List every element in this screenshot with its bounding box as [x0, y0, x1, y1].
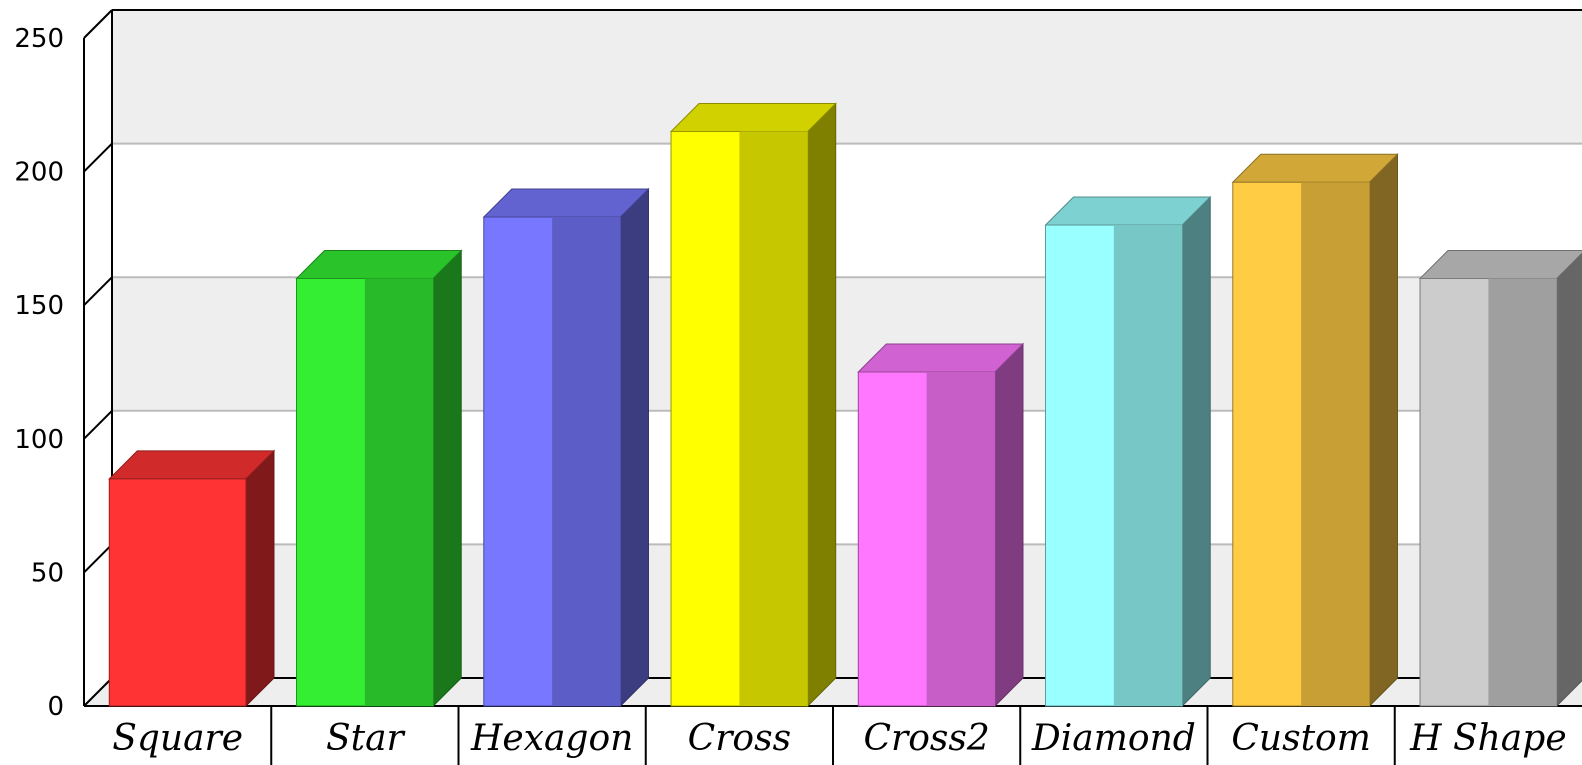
- bar-diamond: [1044, 195, 1212, 708]
- x-tick-label: Star: [326, 718, 406, 759]
- plot-background: [84, 10, 1582, 706]
- background-band: [112, 10, 1582, 144]
- y-tick-label: 100: [14, 425, 64, 455]
- bar-custom: [1231, 153, 1399, 708]
- y-tick-label: 250: [14, 24, 64, 54]
- tick-mark: [83, 410, 113, 440]
- bars: [108, 102, 1582, 708]
- y-tick-label: 200: [14, 158, 64, 188]
- bar-star: [295, 249, 463, 708]
- x-tick-label: Custom: [1231, 718, 1370, 759]
- y-tick-label: 0: [47, 692, 64, 722]
- x-axis-ticks: Square Star Hexagon Cross Cross2 Diamond Custo…: [112, 706, 1567, 765]
- background-band: [112, 143, 1582, 278]
- x-tick-label: Cross: [688, 718, 791, 759]
- y-tick-label: 50: [31, 558, 64, 588]
- x-tick-label: Diamond: [1031, 718, 1196, 759]
- tick-mark: [83, 543, 113, 574]
- background-band: [112, 277, 1582, 411]
- floor: [84, 678, 1582, 706]
- tick-mark: [83, 276, 113, 306]
- background-band: [112, 410, 1582, 545]
- x-tick-label: Hexagon: [470, 718, 633, 759]
- background-band: [112, 544, 1582, 678]
- x-tick-label: Square: [112, 718, 243, 759]
- bar-square: [108, 449, 276, 708]
- tick-mark: [83, 142, 113, 173]
- tick-mark: [83, 9, 113, 39]
- bar-h-shape: [1418, 249, 1582, 708]
- corner-edge: [83, 677, 113, 707]
- y-axis-ticks: 0 50 100 150 200 250: [14, 24, 64, 722]
- bar-cross: [669, 102, 837, 708]
- x-tick-label: H Shape: [1409, 718, 1567, 759]
- bar-hexagon: [482, 187, 650, 708]
- bar-cross2: [857, 342, 1025, 708]
- y-tick-label: 150: [14, 291, 64, 321]
- x-tick-label: Cross2: [863, 718, 989, 759]
